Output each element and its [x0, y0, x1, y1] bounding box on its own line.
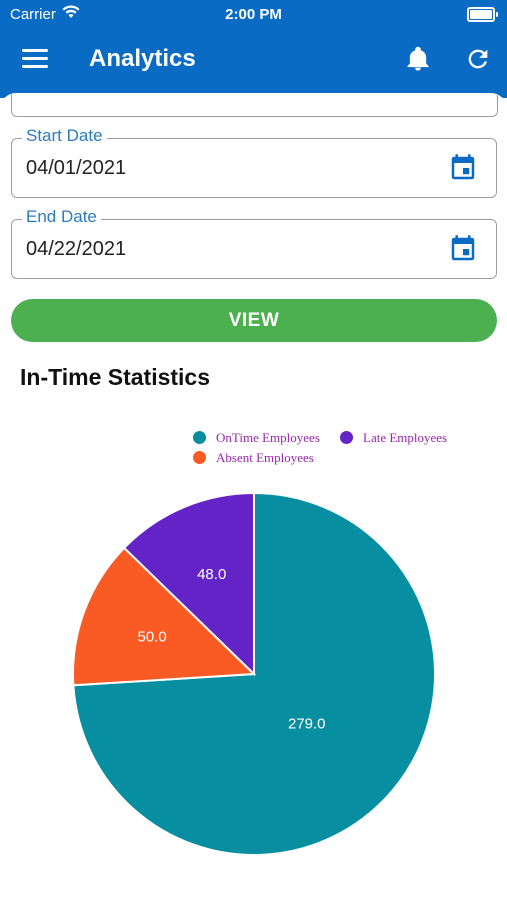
page-title: Analytics [89, 45, 196, 72]
pie-data-label: 50.0 [138, 628, 167, 645]
start-date-value[interactable]: 04/01/2021 [26, 157, 127, 179]
legend-dot [340, 431, 353, 444]
end-date-field[interactable]: End Date 04/22/2021 [11, 207, 497, 279]
start-date-field[interactable]: Start Date 04/01/2021 [11, 126, 497, 198]
pie-slice-absent-employees [72, 546, 257, 687]
menu-icon[interactable] [22, 49, 48, 71]
pie-data-label: 48.0 [197, 566, 226, 583]
chart-legend: OnTime Employees Late Employees Absent E… [0, 428, 507, 468]
bell-icon[interactable] [404, 45, 432, 73]
status-bar: Carrier 2:00 PM [0, 0, 507, 28]
battery-icon [467, 7, 498, 22]
legend-label: Late Employees [363, 430, 448, 445]
legend-label: Absent Employees [216, 450, 314, 465]
refresh-icon[interactable] [464, 45, 492, 73]
pie-slice-late-employees [122, 491, 255, 677]
legend-item-late: Late Employees [340, 430, 447, 446]
calendar-icon[interactable] [448, 153, 478, 183]
legend-item-absent: Absent Employees [193, 450, 314, 466]
view-button[interactable]: VIEW [11, 299, 497, 342]
pie-data-label: 279.0 [288, 716, 326, 733]
clock: 2:00 PM [225, 6, 282, 23]
legend-item-ontime: OnTime Employees [193, 430, 320, 446]
end-date-label: End Date [22, 207, 101, 227]
wifi-icon [62, 4, 80, 24]
start-date-label: Start Date [22, 126, 107, 146]
pie-chart: 279.0 50.0 48.0 [72, 491, 436, 856]
app-bar: Analytics [0, 28, 507, 98]
carrier-label: Carrier [10, 6, 56, 23]
legend-dot [193, 431, 206, 444]
end-date-value[interactable]: 04/22/2021 [26, 238, 127, 260]
section-title: In-Time Statistics [20, 364, 211, 390]
legend-dot [193, 451, 206, 464]
scrolled-field[interactable] [11, 94, 498, 117]
calendar-icon[interactable] [448, 234, 478, 264]
legend-label: OnTime Employees [216, 430, 320, 445]
